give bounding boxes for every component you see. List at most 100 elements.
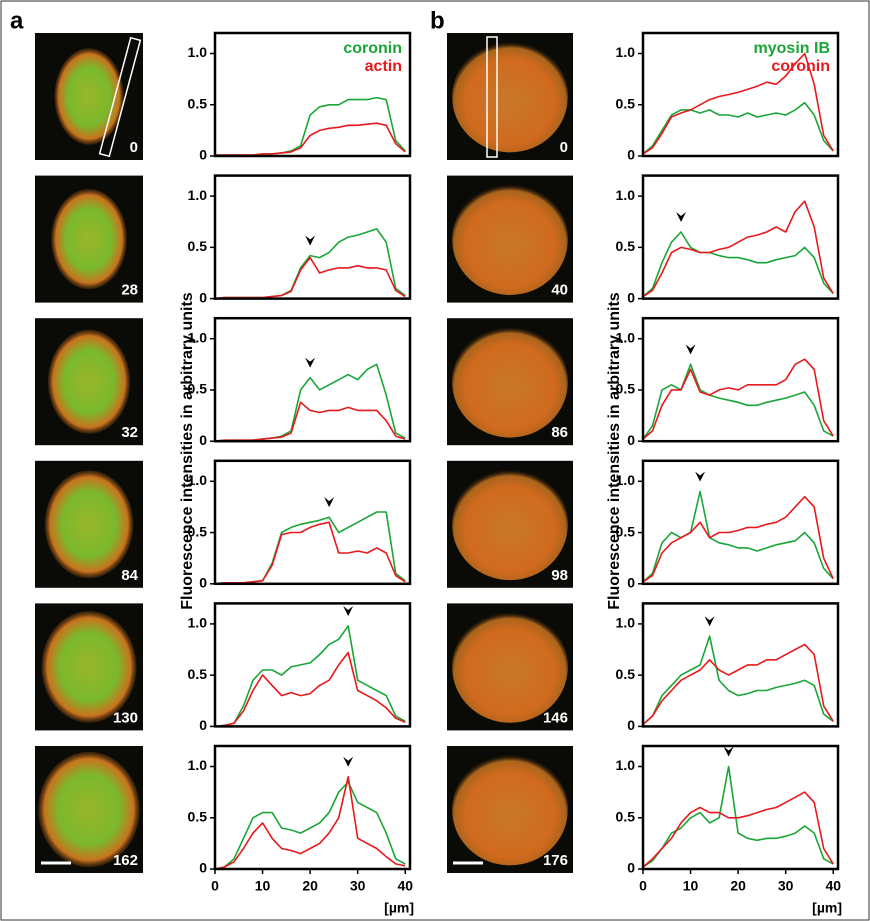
series-line [642, 490, 834, 583]
series-line [215, 96, 406, 156]
y-tick-label: 0.5 [188, 95, 208, 111]
y-tick-label: 0.5 [616, 523, 636, 539]
x-tick-label: 40 [397, 878, 413, 894]
series-line [642, 363, 834, 440]
legend-entry: actin [365, 58, 402, 75]
arrowhead [685, 344, 696, 355]
plot-frame [641, 174, 840, 300]
series-line [642, 358, 834, 440]
cell [452, 468, 568, 581]
y-axis-label: Fluorescence intensities in arbitrary un… [606, 292, 623, 610]
x-tick-label: 40 [825, 878, 841, 894]
y-tick-label: 0.5 [188, 523, 208, 539]
cell [38, 751, 140, 868]
time-label: 130 [113, 709, 138, 726]
time-label: 162 [113, 852, 138, 869]
series-line [642, 231, 834, 298]
series-line [214, 781, 406, 870]
series-line [214, 521, 406, 585]
plot-frame [213, 459, 412, 586]
arrowhead [324, 497, 335, 508]
panel-label: b [430, 7, 445, 34]
time-label: 146 [543, 709, 568, 726]
time-label: 86 [551, 424, 568, 441]
y-tick-label: 0.5 [616, 666, 636, 682]
y-tick-label: 0.5 [188, 666, 208, 682]
x-tick-label: 20 [302, 878, 318, 894]
cell [47, 329, 131, 434]
series-line [214, 776, 406, 870]
cell [44, 470, 134, 579]
x-tick-label: 30 [350, 878, 366, 894]
time-label: 40 [551, 282, 568, 299]
y-tick-label: 0 [627, 860, 635, 876]
y-tick-label: 0 [627, 575, 635, 591]
y-tick-label: 0 [627, 432, 635, 448]
y-tick-label: 0 [199, 860, 207, 876]
series-line [642, 200, 834, 298]
y-tick-label: 0 [199, 289, 207, 305]
series-line [214, 625, 406, 728]
cell [452, 611, 568, 723]
y-tick-label: 1.0 [188, 329, 208, 345]
arrowhead [695, 471, 706, 482]
plot-frame [213, 31, 412, 158]
series-line [214, 363, 406, 442]
series-line [642, 495, 834, 583]
scan-box [486, 36, 498, 158]
y-tick-label: 0.5 [616, 95, 636, 111]
y-tick-label: 0 [199, 432, 207, 448]
y-tick-label: 1.0 [616, 472, 636, 488]
y-tick-label: 1.0 [188, 472, 208, 488]
legend-entry: coronin [771, 58, 830, 75]
panel-label: a [10, 7, 24, 34]
y-tick-label: 0 [199, 717, 207, 733]
series-line [642, 52, 834, 155]
cell [452, 40, 568, 153]
plot-frame [641, 459, 840, 586]
time-label: 28 [121, 282, 138, 299]
x-tick-label: 30 [778, 878, 794, 894]
y-tick-label: 1.0 [616, 44, 636, 60]
plot-frame [641, 316, 840, 443]
y-tick-label: 0 [627, 147, 635, 163]
time-label: 98 [551, 567, 568, 584]
series-line [214, 256, 406, 300]
cell [452, 325, 568, 438]
time-label: 32 [121, 424, 138, 441]
legend-entry: coronin [343, 40, 402, 57]
y-tick-label: 1.0 [616, 329, 636, 345]
y-tick-label: 0 [627, 717, 635, 733]
x-axis-label: [µm] [384, 900, 414, 916]
x-tick-label: 10 [255, 878, 271, 894]
time-label: 176 [543, 852, 568, 869]
plot-frame [213, 174, 412, 300]
arrowhead [343, 605, 354, 616]
plot-frame [213, 744, 412, 871]
y-tick-label: 0.5 [616, 381, 636, 397]
cell [452, 753, 568, 866]
plot-frame [213, 602, 412, 728]
cell [51, 188, 127, 290]
y-tick-label: 0.5 [188, 808, 208, 824]
y-tick-label: 0 [199, 575, 207, 591]
x-axis-label: [µm] [812, 900, 842, 916]
arrowhead [305, 235, 316, 246]
cell [41, 611, 137, 723]
time-label: 84 [121, 567, 138, 584]
arrowhead [704, 616, 715, 627]
arrowhead [676, 211, 687, 222]
plot-frame [641, 31, 840, 158]
y-tick-label: 1.0 [188, 44, 208, 60]
time-label: 0 [130, 139, 138, 156]
x-tick-label: 0 [639, 878, 647, 894]
y-tick-label: 1.0 [188, 615, 208, 631]
series-line [642, 791, 834, 868]
series-line [214, 228, 406, 300]
y-tick-label: 0 [199, 147, 207, 163]
y-tick-label: 1.0 [188, 757, 208, 773]
y-tick-label: 1.0 [616, 757, 636, 773]
series-line [642, 643, 834, 726]
y-tick-label: 0.5 [188, 238, 208, 254]
